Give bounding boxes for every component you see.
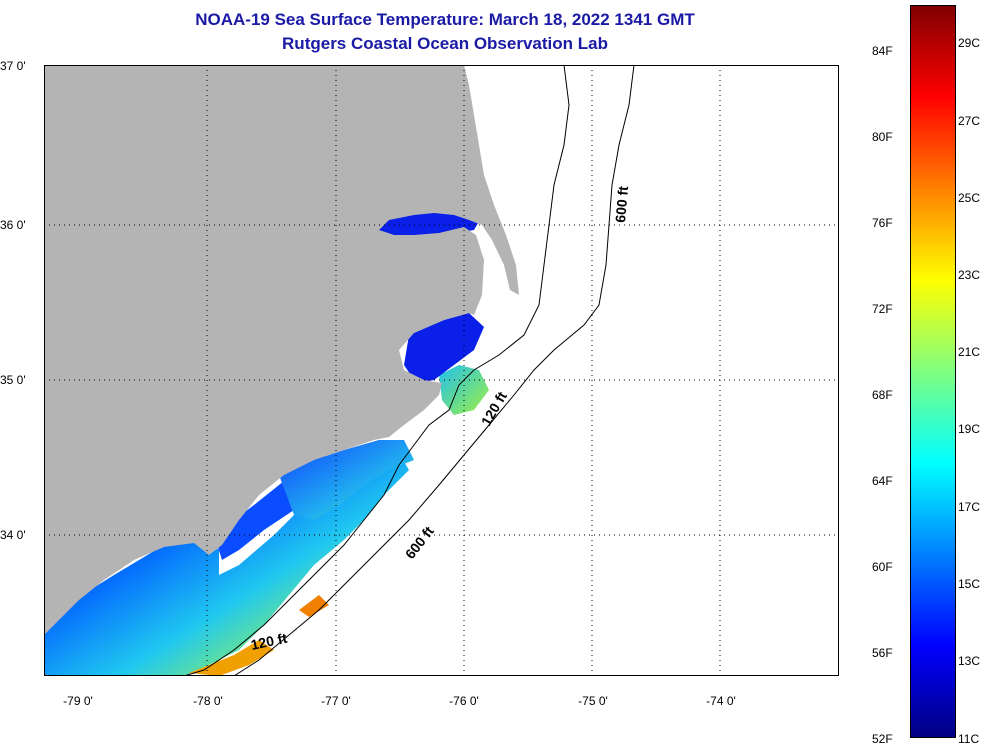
lon-label-74: -74 0' (706, 694, 736, 708)
lon-label-75: -75 0' (578, 694, 608, 708)
colorbar-label-29c: 29C (958, 36, 981, 50)
map-frame (44, 65, 839, 676)
colorbar-label-52f: 52F (872, 732, 893, 746)
colorbar-label-21c: 21C (958, 345, 981, 359)
contour-line-600ft (233, 65, 635, 676)
colorbar-label-11c: 11C (958, 732, 980, 746)
graticule (44, 65, 839, 676)
colorbar-label-76f: 76F (872, 216, 893, 230)
map-subtitle: Rutgers Coastal Ocean Observation Lab (282, 34, 608, 53)
colorbar-label-17c: 17C (958, 500, 981, 514)
colorbar-label-13c: 13C (958, 654, 981, 668)
temperature-colorbar (910, 5, 956, 738)
colorbar-label-84f: 84F (872, 44, 893, 58)
colorbar-label-64f: 64F (872, 474, 893, 488)
colorbar-label-80f: 80F (872, 130, 893, 144)
sst-map: 120 ft 120 ft 600 ft 600 ft (44, 65, 839, 676)
land-mass (44, 65, 519, 635)
lat-label-37: 37 0' (0, 59, 26, 73)
colorbar-label-27c: 27C (958, 114, 981, 128)
colorbar-label-23c: 23C (958, 268, 981, 282)
lat-label-34: 34 0' (0, 528, 26, 542)
lon-label-77: -77 0' (321, 694, 351, 708)
colorbar-label-72f: 72F (872, 302, 893, 316)
colorbar-label-25c: 25C (958, 191, 981, 205)
sst-mid-coast (279, 440, 414, 520)
colorbar-label-60f: 60F (872, 560, 893, 574)
lon-label-79: -79 0' (63, 694, 93, 708)
contour-label-600ft-north: 600 ft (612, 185, 631, 223)
colorbar-label-56f: 56F (872, 646, 893, 660)
lon-label-78: -78 0' (193, 694, 223, 708)
lat-label-35: 35 0' (0, 373, 26, 387)
lat-label-36: 36 0' (0, 218, 26, 232)
map-title: NOAA-19 Sea Surface Temperature: March 1… (195, 10, 695, 29)
lon-label-76: -76 0' (449, 694, 479, 708)
colorbar-label-19c: 19C (958, 422, 981, 436)
contour-label-120ft-south: 120 ft (249, 630, 288, 653)
colorbar-label-68f: 68F (872, 388, 893, 402)
contour-line-120ft (183, 65, 570, 676)
colorbar-label-15c: 15C (958, 577, 981, 591)
